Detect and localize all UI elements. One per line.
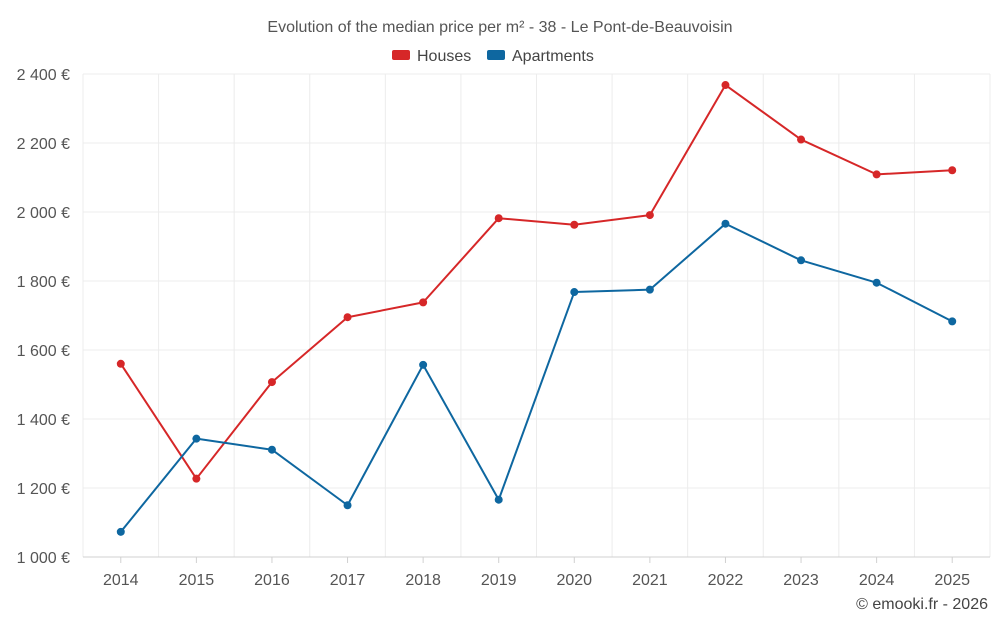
- legend-swatch: [392, 50, 410, 60]
- series-apartments: [116, 219, 957, 536]
- grid: [82, 73, 991, 557]
- y-tick-label: 2 400 €: [17, 67, 70, 84]
- data-point-houses[interactable]: [267, 378, 276, 387]
- data-point-houses[interactable]: [494, 214, 503, 223]
- data-point-houses[interactable]: [645, 211, 654, 220]
- x-tick-label: 2025: [934, 572, 970, 589]
- series-houses: [116, 81, 957, 483]
- data-point-apartments[interactable]: [721, 219, 730, 228]
- credit-text: © emooki.fr - 2026: [856, 596, 988, 613]
- y-tick-label: 1 200 €: [17, 481, 70, 498]
- y-tick-label: 1 400 €: [17, 412, 70, 429]
- data-point-apartments[interactable]: [570, 288, 579, 297]
- x-tick-label: 2024: [859, 572, 895, 589]
- y-tick-label: 1 000 €: [17, 550, 70, 567]
- data-point-houses[interactable]: [948, 166, 957, 175]
- data-point-apartments[interactable]: [192, 434, 201, 443]
- x-tick-label: 2014: [103, 572, 139, 589]
- data-point-houses[interactable]: [872, 170, 881, 179]
- x-tick-label: 2020: [556, 572, 592, 589]
- y-tick-label: 2 000 €: [17, 205, 70, 222]
- x-tick-label: 2019: [481, 572, 517, 589]
- series-line-apartments: [120, 222, 953, 533]
- series-line-houses: [119, 84, 953, 480]
- y-tick-label: 1 800 €: [17, 274, 70, 291]
- data-point-apartments[interactable]: [419, 360, 428, 369]
- x-tick-label: 2021: [632, 572, 668, 589]
- data-point-houses[interactable]: [116, 359, 125, 368]
- legend-item-houses[interactable]: Houses: [392, 48, 471, 65]
- y-tick-label: 1 600 €: [17, 343, 70, 360]
- x-tick-label: 2016: [254, 572, 290, 589]
- axes: 1 000 € 1 200 € 1 400 € 1 600 € 1 800 € 2 000…: [17, 67, 990, 589]
- y-tick-label: 2 200 €: [17, 136, 70, 153]
- x-tick-label: 2015: [179, 572, 215, 589]
- x-tick-label: 2018: [405, 572, 441, 589]
- legend-item-apartments[interactable]: Apartments: [487, 48, 594, 65]
- x-tick-label: 2017: [330, 572, 366, 589]
- data-point-houses[interactable]: [797, 135, 806, 144]
- legend-label: Apartments: [512, 48, 594, 65]
- data-point-houses[interactable]: [419, 298, 428, 307]
- series: [116, 81, 957, 536]
- x-tick-label: 2022: [708, 572, 744, 589]
- data-point-apartments[interactable]: [645, 285, 654, 294]
- legend-swatch: [487, 50, 505, 60]
- data-point-apartments[interactable]: [494, 495, 503, 504]
- data-point-apartments[interactable]: [267, 445, 276, 454]
- data-point-houses[interactable]: [192, 474, 201, 483]
- chart-title: Evolution of the median price per m² - 3…: [267, 19, 732, 36]
- x-tick-label: 2023: [783, 572, 819, 589]
- data-point-houses[interactable]: [570, 220, 579, 229]
- legend-label: Houses: [417, 48, 471, 65]
- data-point-apartments[interactable]: [116, 527, 125, 536]
- data-point-houses[interactable]: [721, 81, 730, 90]
- data-point-apartments[interactable]: [872, 278, 881, 287]
- data-point-apartments[interactable]: [343, 501, 352, 510]
- data-point-apartments[interactable]: [797, 256, 806, 265]
- data-point-houses[interactable]: [343, 313, 352, 322]
- data-point-apartments[interactable]: [948, 317, 957, 326]
- legend: Houses Apartments: [392, 48, 594, 65]
